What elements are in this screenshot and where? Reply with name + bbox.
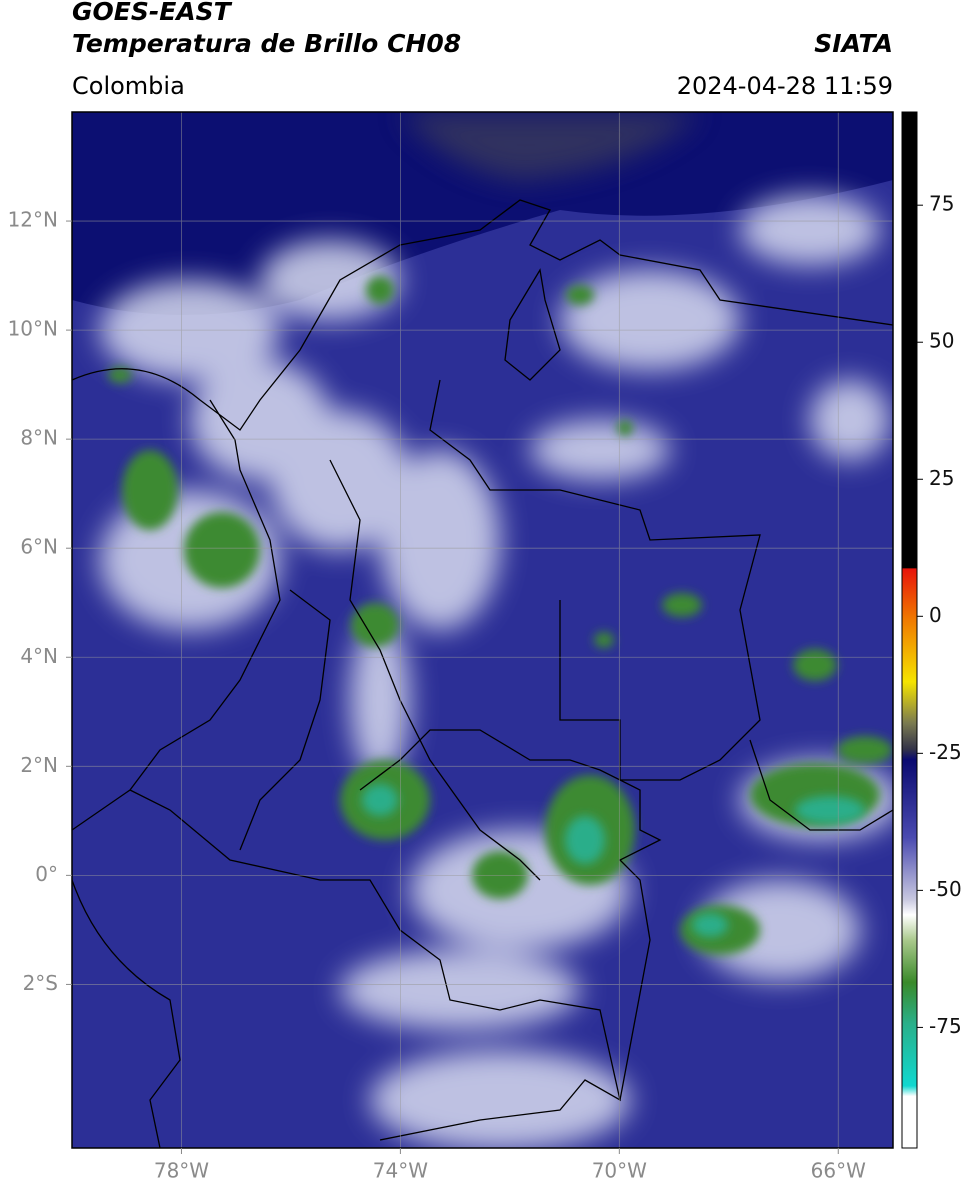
lat-tick-label: 0°: [35, 862, 58, 886]
lat-tick-label: 8°N: [20, 426, 58, 450]
lat-tick-label: 2°N: [20, 753, 58, 777]
source: SIATA: [814, 29, 893, 58]
colorbar-tick-label: 75: [929, 192, 954, 216]
colorbar-tick-label: -25: [929, 740, 962, 764]
colorbar-tick-label: 25: [929, 466, 954, 490]
title: GOES-EAST: [72, 0, 233, 26]
colorbar-tick-label: 50: [929, 329, 954, 353]
lat-tick-label: 2°S: [23, 971, 58, 995]
region: Colombia: [72, 72, 185, 100]
colorbar-tick-label: -75: [929, 1014, 962, 1038]
lat-tick-label: 12°N: [8, 208, 58, 232]
satellite-image: [72, 112, 893, 1148]
lat-tick-label: 10°N: [8, 317, 58, 341]
lat-tick-label: 4°N: [20, 644, 58, 668]
lat-tick-label: 6°N: [20, 535, 58, 559]
lon-tick-label: 74°W: [373, 1159, 428, 1183]
colorbar: [901, 111, 918, 1149]
colorbar-tick-label: -50: [929, 877, 962, 901]
colorbar-tick-label: 0: [929, 603, 942, 627]
lon-tick-label: 70°W: [592, 1159, 647, 1183]
lon-tick-label: 66°W: [811, 1159, 866, 1183]
subtitle: Temperatura de Brillo CH08: [72, 29, 461, 58]
timestamp: 2024-04-28 11:59: [677, 72, 893, 100]
map-frame: [71, 111, 894, 1149]
lon-tick-label: 78°W: [154, 1159, 209, 1183]
